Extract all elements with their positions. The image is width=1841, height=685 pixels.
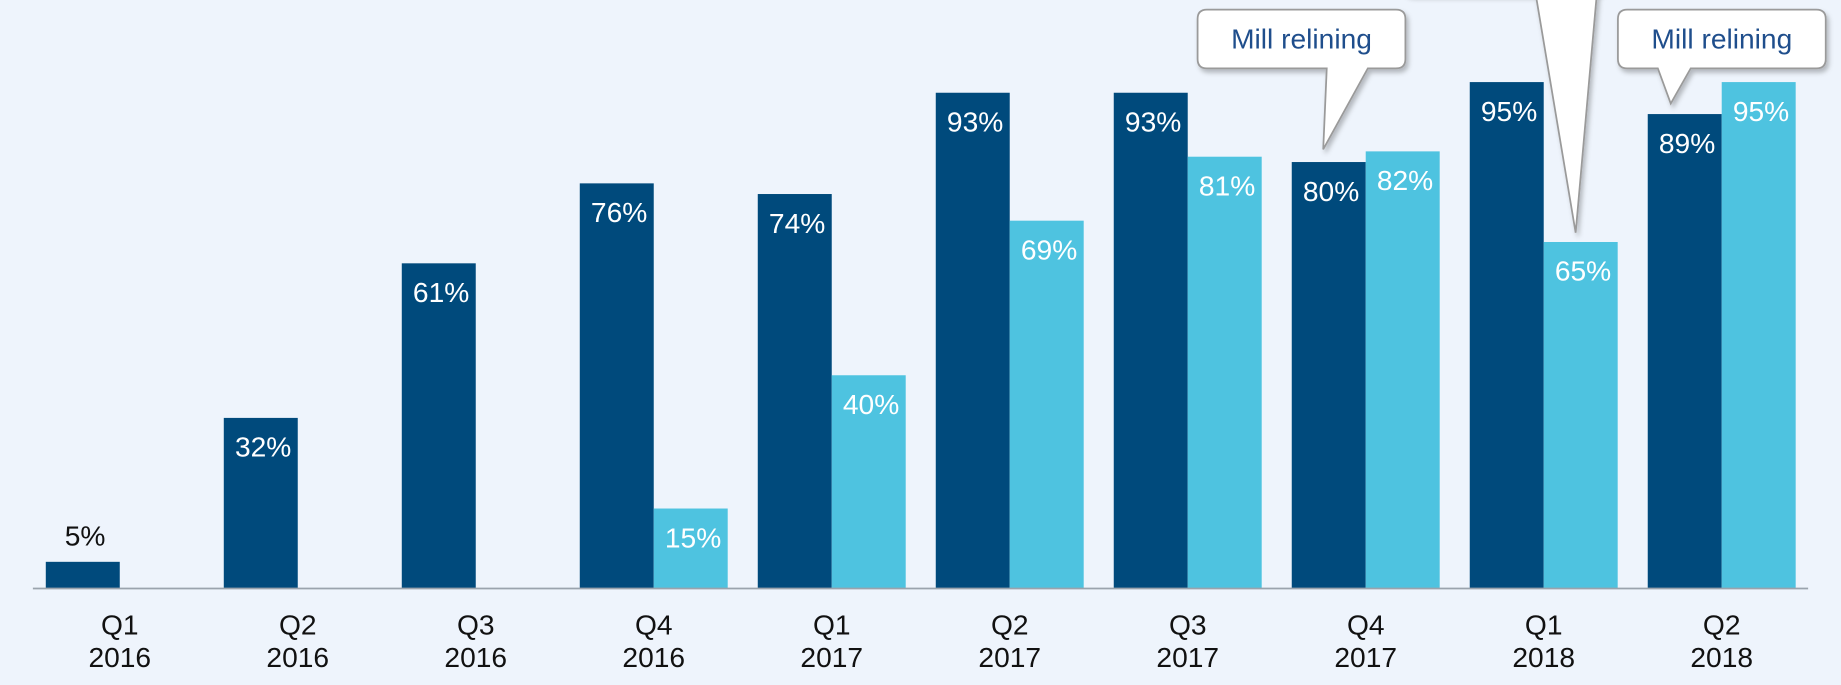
- data-label: 65%: [1555, 255, 1611, 287]
- data-label: 32%: [235, 431, 291, 463]
- data-label: 81%: [1199, 169, 1255, 201]
- data-label: 69%: [1021, 233, 1077, 265]
- callout-text: Mill relining: [1231, 22, 1372, 54]
- x-tick-label: Q2 2016: [266, 608, 329, 673]
- data-label: 93%: [947, 105, 1003, 137]
- data-label: 61%: [413, 276, 469, 308]
- callout-text: Mill relining: [1651, 22, 1792, 54]
- x-tick-label: Q1 2017: [800, 608, 863, 673]
- x-tick-label: Q1 2016: [88, 608, 151, 673]
- bar: [1469, 82, 1544, 589]
- x-tick-label: Q3 2016: [444, 608, 507, 673]
- x-tick-label: Q1 2018: [1512, 608, 1575, 673]
- data-label: 89%: [1659, 127, 1715, 159]
- data-label: 93%: [1125, 105, 1181, 137]
- data-label: 95%: [1481, 95, 1537, 127]
- bar: [223, 417, 298, 589]
- bar: [1009, 220, 1084, 589]
- bar: [1721, 82, 1796, 589]
- data-label: 74%: [769, 207, 825, 239]
- bar: [757, 194, 832, 589]
- data-label: 80%: [1303, 175, 1359, 207]
- x-tick-label: Q2 2017: [978, 608, 1041, 673]
- data-label: 82%: [1377, 164, 1433, 196]
- bar: [935, 92, 1010, 589]
- bar: [1543, 241, 1618, 589]
- bar: [1291, 162, 1366, 589]
- bar: [45, 561, 120, 589]
- callout: [1535, 0, 1598, 233]
- bar: [579, 183, 654, 589]
- data-label: 95%: [1733, 95, 1789, 127]
- data-label: 40%: [843, 388, 899, 420]
- data-label: 15%: [665, 521, 721, 553]
- callout: [1196, 8, 1407, 150]
- bar: [1365, 151, 1440, 589]
- x-tick-label: Q4 2016: [622, 608, 685, 673]
- x-tick-label: Q2 2018: [1690, 608, 1753, 673]
- data-label: 5%: [65, 519, 106, 551]
- callout: [1617, 8, 1827, 106]
- bar: [1187, 156, 1262, 589]
- bar: [653, 508, 728, 589]
- x-tick-label: Q3 2017: [1156, 608, 1219, 673]
- bar: [1647, 114, 1722, 589]
- x-tick-label: Q4 2017: [1334, 608, 1397, 673]
- bar: [831, 375, 906, 589]
- bar: [1113, 92, 1188, 589]
- data-label: 76%: [591, 196, 647, 228]
- bar: [401, 263, 476, 589]
